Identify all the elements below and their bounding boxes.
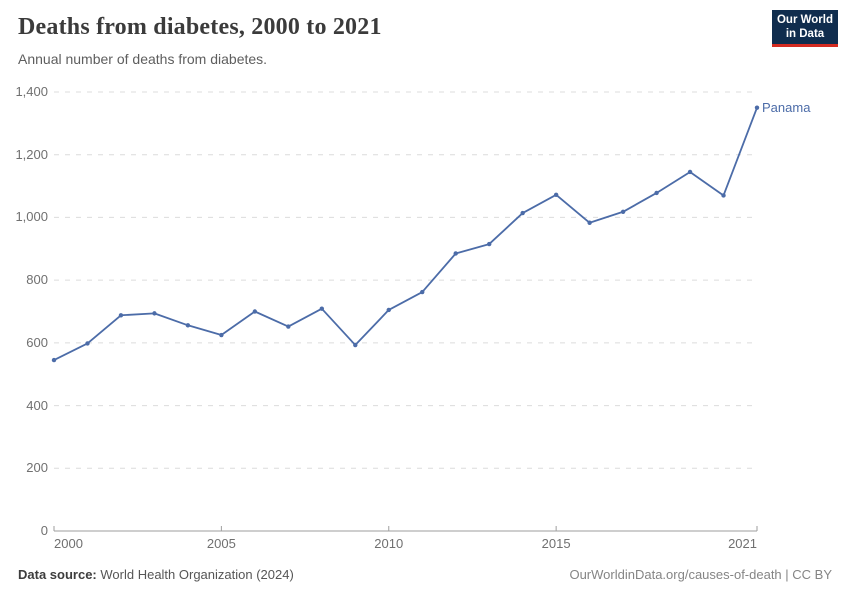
data-point[interactable] xyxy=(252,309,258,314)
data-point[interactable] xyxy=(319,306,325,311)
data-point[interactable] xyxy=(118,313,124,318)
chart-subtitle: Annual number of deaths from diabetes. xyxy=(18,51,268,67)
data-point[interactable] xyxy=(754,105,760,110)
data-point[interactable] xyxy=(185,323,191,328)
data-point[interactable] xyxy=(520,210,525,216)
owid-logo-line1: Our World xyxy=(776,14,833,26)
credit-link[interactable]: OurWorldinData.org/causes-of-death | CC … xyxy=(569,567,832,582)
data-point[interactable] xyxy=(721,193,726,198)
data-line-panama[interactable] xyxy=(53,106,758,362)
x-axis-tick-label: 2010 xyxy=(374,536,404,551)
owid-logo[interactable]: Our World in Data xyxy=(772,10,838,47)
data-point[interactable] xyxy=(51,357,57,363)
y-axis-tick-label: 1,400 xyxy=(15,84,48,99)
y-axis-tick-label: 1,200 xyxy=(15,146,48,162)
y-axis-tick-label: 800 xyxy=(26,272,48,288)
data-point[interactable] xyxy=(553,192,559,198)
data-point[interactable] xyxy=(286,324,291,329)
chart-title: Deaths from diabetes, 2000 to 2021 xyxy=(18,14,382,40)
data-point[interactable] xyxy=(587,220,592,225)
series-label-panama[interactable]: Panama xyxy=(762,99,811,115)
data-point[interactable] xyxy=(353,342,358,348)
data-point[interactable] xyxy=(486,241,492,247)
data-point[interactable] xyxy=(420,289,425,295)
data-point[interactable] xyxy=(219,332,224,338)
data-source-label: Data source: xyxy=(18,567,97,582)
data-point[interactable] xyxy=(654,190,659,196)
chart-footer: Data source: World Health Organization (… xyxy=(18,567,832,582)
y-axis-tick-label: 400 xyxy=(26,397,48,413)
y-axis-tick-label: 600 xyxy=(26,334,48,350)
data-point[interactable] xyxy=(386,307,391,313)
data-source: Data source: World Health Organization (… xyxy=(18,567,294,582)
data-point[interactable] xyxy=(453,251,458,256)
data-point[interactable] xyxy=(620,209,626,214)
data-point[interactable] xyxy=(152,311,157,316)
y-axis-tick-label: 0 xyxy=(40,523,48,538)
data-source-text: World Health Organization (2024) xyxy=(100,567,294,582)
y-axis-tick-label: 1,000 xyxy=(15,209,48,225)
data-point[interactable] xyxy=(687,169,693,175)
y-axis-tick-label: 200 xyxy=(26,460,48,476)
data-point[interactable] xyxy=(85,341,90,346)
x-axis-tick-label: 2021 xyxy=(728,536,757,551)
x-axis-tick-label: 2000 xyxy=(54,536,83,551)
owid-logo-line2: in Data xyxy=(785,28,825,40)
x-axis-tick-label: 2015 xyxy=(541,536,571,551)
x-axis-tick-label: 2005 xyxy=(206,536,236,551)
